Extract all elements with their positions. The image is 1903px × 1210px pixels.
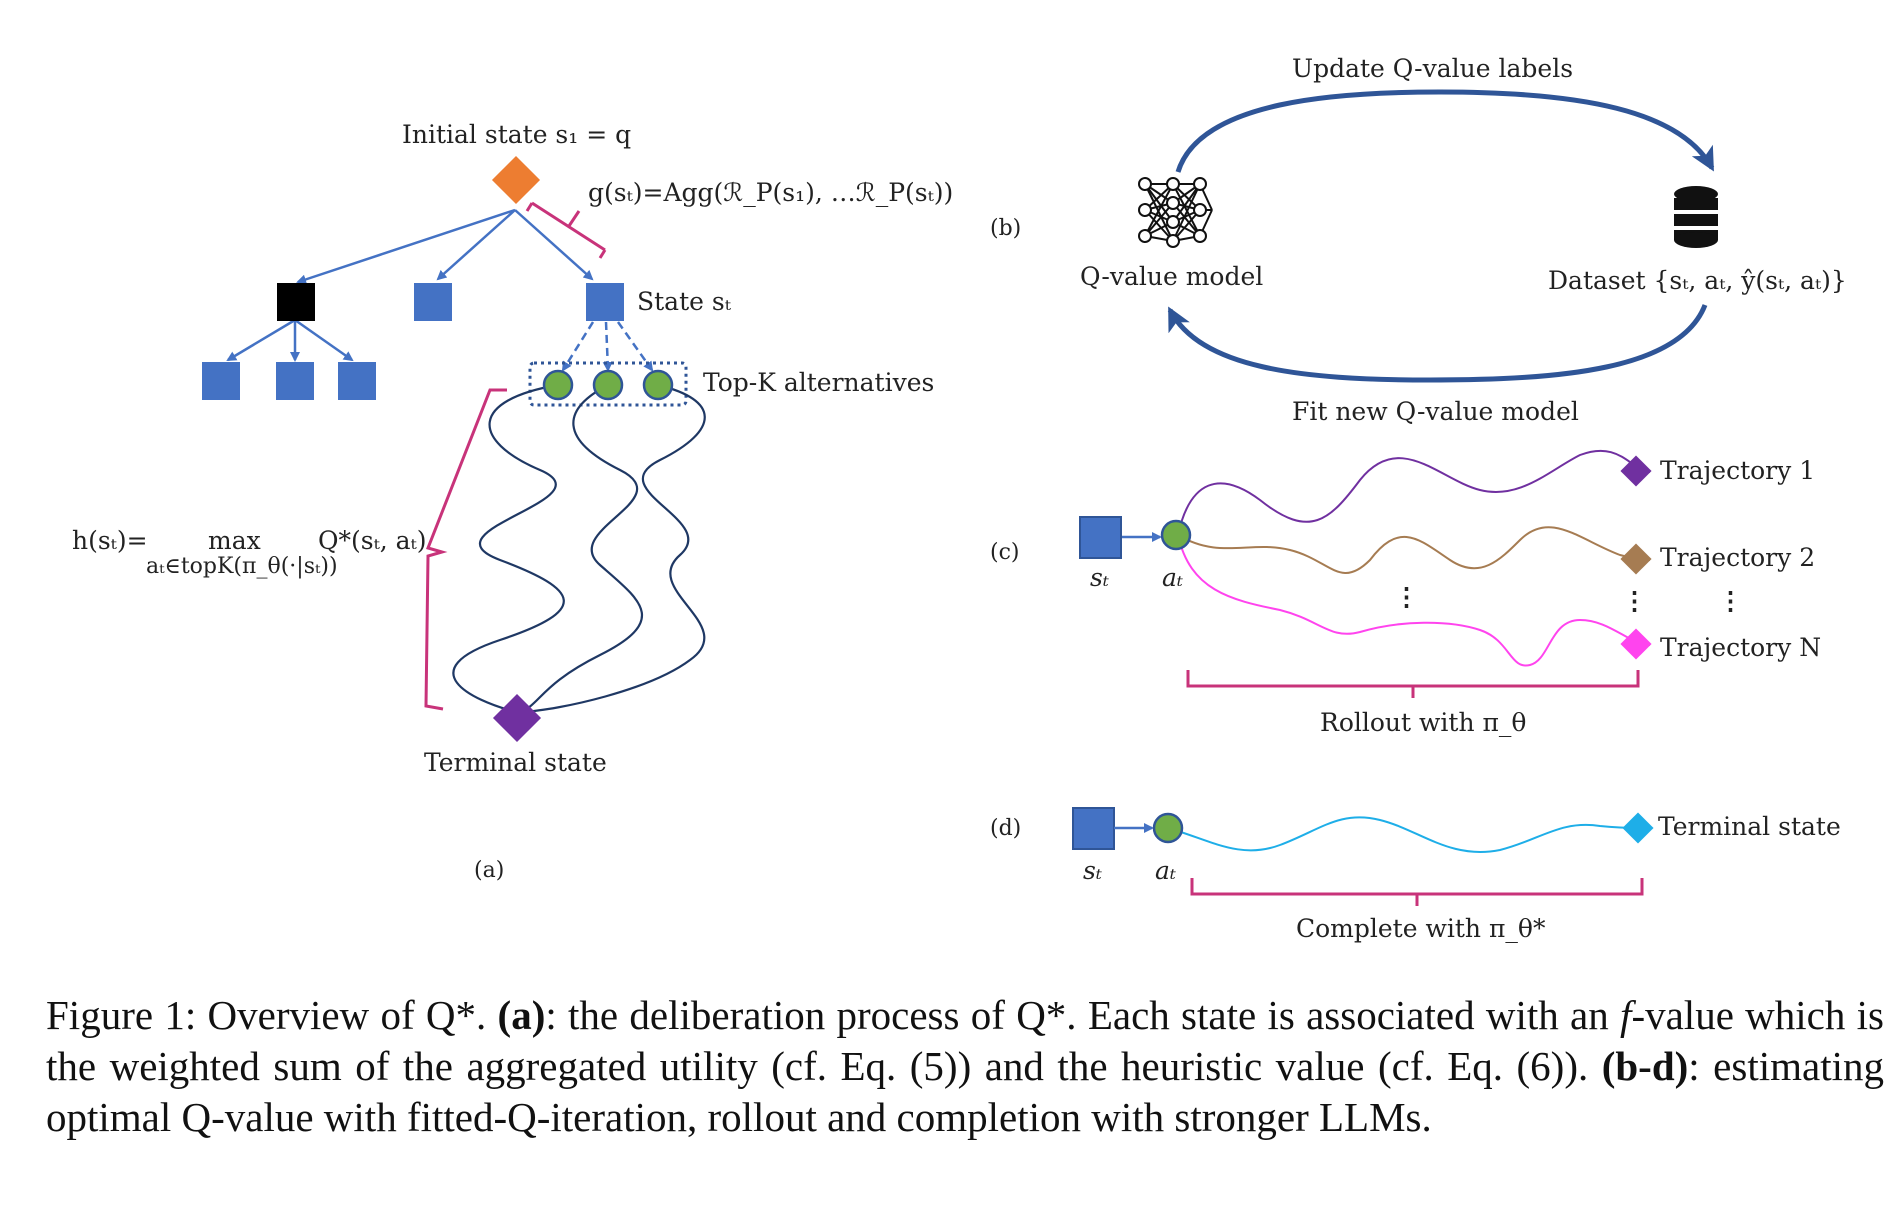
action-node-d	[1152, 812, 1184, 844]
h-formula-max: max	[208, 526, 261, 555]
fit-q-label: Fit new Q-value model	[1292, 397, 1579, 426]
q-model-label: Q-value model	[1080, 262, 1264, 291]
h-bracket	[424, 388, 507, 711]
action-d-label: aₜ	[1155, 856, 1177, 885]
panel-d-label: (d)	[990, 816, 1022, 841]
trajectory-1-label: Trajectory 1	[1660, 456, 1816, 485]
initial-state-label: Initial state s₁ = q	[402, 120, 632, 149]
trajectory-2-path	[1177, 526, 1651, 574]
caption-bd-label: (b-d)	[1601, 1043, 1689, 1089]
edge-root-state	[514, 209, 594, 281]
trajectory-2-label: Trajectory 2	[1660, 543, 1816, 572]
trajectory-n-end	[1620, 628, 1652, 660]
edge-black-c1	[226, 318, 296, 362]
ellipsis-2: ⋮	[1622, 586, 1647, 615]
caption-bd-text: : estimating optimal Q-value with fitted…	[46, 1043, 1884, 1140]
current-state-node	[586, 283, 624, 321]
panel-a-tree	[202, 155, 706, 743]
g-formula-label: g(sₜ)=Agg(ℛ_P(s₁), …ℛ_P(sₜ))	[588, 178, 954, 207]
rollout-wave-2	[519, 384, 643, 714]
ellipsis-3: ⋮	[1718, 586, 1743, 615]
database-icon	[1674, 186, 1718, 248]
trajectory-n-label: Trajectory N	[1660, 633, 1822, 662]
caption-a-text2: -value which is the weighted sum of the …	[46, 992, 1885, 1089]
state-c-label: sₜ	[1090, 563, 1109, 592]
state-node-c	[1079, 516, 1122, 559]
state-node-d	[1072, 807, 1115, 850]
caption-f-symbol: f	[1620, 992, 1632, 1038]
trajectory-1-end	[1620, 455, 1652, 487]
edge-root-black	[296, 208, 516, 285]
caption-prefix: Figure 1: Overview of Q*.	[46, 992, 498, 1038]
panel-c-label: (c)	[990, 540, 1020, 565]
terminal-state-node	[492, 693, 542, 743]
rollout-wave-3	[521, 383, 706, 714]
g-bracket	[525, 201, 607, 259]
child-node-1	[202, 362, 240, 400]
panel-b-label: (b)	[990, 216, 1022, 241]
rollout-wave-1	[452, 383, 565, 714]
terminal-state-label: Terminal state	[424, 748, 607, 777]
topk-box	[528, 361, 688, 407]
alternative-node-1	[542, 369, 574, 401]
state-d-label: sₜ	[1083, 856, 1102, 885]
complete-label: Complete with π_θ*	[1296, 914, 1546, 943]
action-node-c	[1160, 519, 1192, 551]
terminal-d-label: Terminal state	[1658, 812, 1841, 841]
caption-a-text: : the deliberation process of Q*. Each s…	[545, 992, 1621, 1038]
rollout-label: Rollout with π_θ	[1320, 708, 1527, 737]
rollout-bracket	[1186, 670, 1640, 698]
panel-d-completion	[1072, 807, 1654, 906]
h-formula-left: h(sₜ)=	[72, 526, 148, 555]
h-formula-right: Q*(sₜ, aₜ)	[318, 526, 427, 555]
initial-state-node	[491, 155, 541, 205]
trajectory-1-path	[1177, 449, 1651, 536]
h-formula-sub: aₜ∈topK(π_θ(·|sₜ))	[146, 554, 338, 579]
alternative-node-2	[592, 369, 624, 401]
trajectory-2-end	[1620, 543, 1652, 575]
child-node-2	[276, 362, 314, 400]
dashed-edge-2	[602, 321, 613, 372]
dashed-edge-3	[616, 321, 654, 372]
state-st-label: State sₜ	[637, 287, 731, 316]
topk-label: Top-K alternatives	[703, 368, 935, 397]
update-arc	[1175, 89, 1715, 173]
ellipsis-1: ⋮	[1394, 582, 1419, 611]
explored-state-node	[277, 283, 315, 321]
neural-network-icon	[1138, 177, 1213, 248]
edge-black-c3	[294, 318, 354, 362]
complete-bracket	[1190, 878, 1644, 906]
dataset-label: Dataset {sₜ, aₜ, ŷ(sₜ, aₜ)}	[1548, 266, 1847, 295]
caption-a-label: (a)	[497, 992, 546, 1038]
update-q-label: Update Q-value labels	[1292, 54, 1574, 83]
edge-root-mid	[436, 209, 516, 281]
state-node-mid	[414, 283, 452, 321]
figure-canvas	[202, 89, 1718, 906]
dashed-edge-1	[561, 321, 595, 372]
completion-path	[1167, 816, 1641, 853]
action-c-label: aₜ	[1162, 563, 1184, 592]
terminal-node-d	[1622, 812, 1654, 844]
panel-b-loop	[1138, 89, 1718, 383]
alternative-node-3	[642, 369, 674, 401]
trajectory-n-path	[1177, 534, 1651, 667]
child-node-3	[338, 362, 376, 400]
panel-a-label: (a)	[474, 858, 505, 883]
fit-arc	[1167, 304, 1708, 383]
figure-caption: Figure 1: Overview of Q*. (a): the delib…	[46, 990, 1884, 1143]
